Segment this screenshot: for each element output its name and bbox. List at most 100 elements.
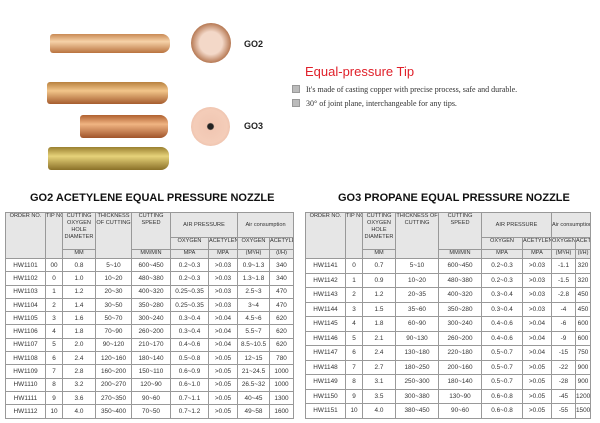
table-cell: 50~70 (95, 311, 132, 326)
column-header: ORDER NO. (5, 212, 46, 259)
table-row: HW1149 8 3.1 250~300 180~140 0.5~0.7 >0.05 -28 9… (305, 374, 592, 390)
table-row: HW1147 6 2.4 130~180 220~180 0.5~0.7 >0.04 -15 7… (305, 345, 592, 361)
table-cell: 4.0 (62, 404, 96, 419)
go2-spec-table: ORDER NO.TIP NO.CUTTING OXYGEN HOLE DIAM… (5, 212, 295, 419)
table-cell: HW1110 (5, 377, 46, 392)
left-table-title: GO2 ACETYLENE EQUAL PRESSURE NOZZLE (30, 192, 275, 204)
table-cell: HW1146 (305, 330, 346, 346)
table-cell: 620 (268, 311, 295, 326)
table-cell: 5~10 (395, 258, 439, 274)
table-cell: 5 (45, 337, 63, 353)
column-header: OXYGEN (481, 237, 523, 250)
table-cell: HW1143 (305, 287, 346, 303)
table-cell: 0.3~0.4 (481, 301, 523, 317)
table-row: HW1101 00 0.8 5~10 600~450 0.2~0.3 >0.03 0.9~1.… (5, 257, 295, 273)
table-cell: 9 (45, 390, 63, 406)
table-cell: 1600 (268, 404, 295, 419)
table-cell: 900 (574, 374, 592, 390)
table-cell: 0.2~0.3 (170, 271, 209, 286)
table-cell: 350~400 (95, 404, 132, 419)
table-cell: 1 (345, 272, 363, 288)
table-cell: 0.4~0.6 (170, 337, 209, 353)
table-cell: HW1108 (5, 351, 46, 366)
table-cell: >0.03 (208, 271, 238, 286)
table-cell: 1.5 (362, 301, 396, 317)
table-cell: -28 (551, 374, 576, 390)
column-header: AIR PRESSURE (481, 212, 552, 238)
table-cell: 210~170 (131, 337, 171, 353)
table-cell: 70~50 (131, 404, 171, 419)
table-cell: HW1109 (5, 364, 46, 379)
table-cell: 5 (345, 330, 363, 346)
table-row: HW1103 1 1.2 20~30 400~320 0.25~0.35 >0.03 2.5~… (5, 284, 295, 299)
column-header: (I/H) (268, 249, 295, 259)
table-cell: -4 (551, 301, 576, 317)
table-cell: 2.1 (362, 330, 396, 346)
column-header: MPA (481, 249, 523, 259)
table-cell: -1.1 (551, 258, 576, 274)
nozzle-image-2 (47, 82, 168, 104)
table-cell: >0.05 (208, 377, 238, 392)
table-cell: 1.6 (62, 311, 96, 326)
table-cell: 0.6~1.0 (170, 377, 209, 392)
feature-bullet: It's made of casting copper with precise… (292, 85, 517, 94)
table-cell: 2.0 (62, 337, 96, 353)
right-table-title: GO3 PROPANE EQUAL PRESSURE NOZZLE (338, 192, 570, 204)
table-cell: HW1150 (305, 388, 346, 404)
table-cell: 4 (345, 316, 363, 332)
table-cell: 4 (45, 324, 63, 339)
table-cell: 21~24.5 (237, 364, 270, 379)
table-cell: HW1145 (305, 316, 346, 332)
table-cell: 3 (45, 311, 63, 326)
table-cell: 120~160 (95, 351, 132, 366)
table-row: HW1145 4 1.8 60~90 300~240 0.4~0.6 >0.04 -6 600 (305, 316, 592, 332)
column-header: (M³/H) (551, 249, 576, 259)
table-cell: 3.5 (362, 388, 396, 404)
column-header: Air consumption (550, 212, 592, 238)
table-cell: 1300 (268, 390, 295, 406)
table-cell: 7 (345, 359, 363, 375)
table-cell: 340 (268, 257, 295, 273)
column-header: AIR PRESSURE (170, 212, 238, 238)
table-cell: 0.5~0.7 (481, 345, 523, 361)
nozzle-face-go3 (191, 107, 230, 146)
nozzle-image-4 (48, 147, 169, 170)
table-cell: 10 (45, 404, 63, 419)
table-cell: 00 (45, 257, 63, 273)
table-cell: 200~270 (95, 377, 132, 392)
column-header: ACETYLENE (208, 237, 238, 250)
nozzle-image-3 (80, 115, 168, 138)
table-cell: 0.6~0.8 (481, 388, 523, 404)
table-row: HW1105 3 1.6 50~70 300~240 0.3~0.4 >0.04 4.5~6 6… (5, 311, 295, 326)
table-cell: 1.3~1.8 (237, 271, 270, 286)
table-cell: 350~280 (131, 297, 171, 313)
table-cell: 130~90 (438, 388, 482, 404)
table-cell: 600 (574, 330, 592, 346)
table-cell: 0.8 (62, 257, 96, 273)
table-cell: 470 (268, 297, 295, 313)
table-cell: 180~140 (131, 351, 171, 366)
table-cell: -9 (551, 330, 576, 346)
table-cell: 10~20 (395, 272, 439, 288)
table-cell: 0.2~0.3 (170, 257, 209, 273)
table-cell: 1.8 (362, 316, 396, 332)
table-cell: 2.7 (362, 359, 396, 375)
table-cell: 35~60 (395, 301, 439, 317)
table-row: HW1148 7 2.7 180~250 200~160 0.5~0.7 >0.05 -22 9… (305, 359, 592, 375)
table-cell: 900 (574, 359, 592, 375)
table-cell: 0.3~0.4 (170, 311, 209, 326)
column-header: OXYGEN (237, 237, 270, 250)
column-header: MPA (208, 249, 238, 259)
table-cell: 20~30 (95, 284, 132, 299)
table-cell: 60~90 (395, 316, 439, 332)
table-cell: 0.6~0.8 (481, 403, 523, 419)
feature-bullet: 30° of joint plane, interchangeable for … (292, 99, 457, 108)
label-go2: GO2 (244, 39, 264, 49)
table-cell: 600~450 (438, 258, 482, 274)
column-header: CUTTING SPEED (438, 212, 482, 250)
table-cell: 3~4 (237, 297, 270, 313)
table-cell: 0.9 (362, 272, 396, 288)
table-cell: 340 (268, 271, 295, 286)
table-cell: 5.5~7 (237, 324, 270, 339)
table-cell: HW1107 (5, 337, 46, 353)
